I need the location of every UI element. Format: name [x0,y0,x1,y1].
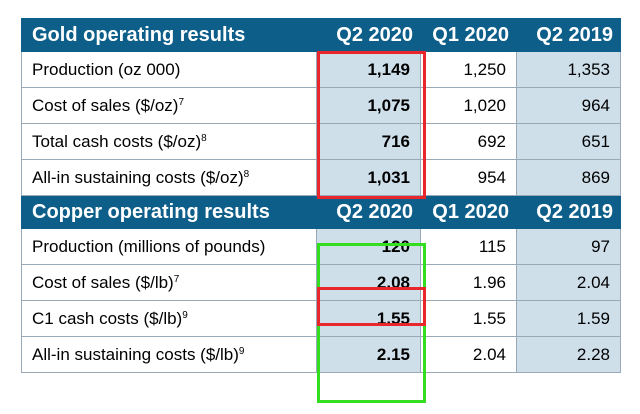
cell-q2-2019: 651 [516,123,621,160]
cell-q2-2019: 1.59 [516,300,621,337]
cell-q1-2020: 1,020 [420,87,517,124]
cell-q2-2019: 2.28 [516,336,621,373]
cell-q2-2020: 1,149 [316,51,421,88]
cell-q2-2020: 716 [316,123,421,160]
gold-col-q2-2020: Q2 2020 [316,18,421,52]
cell-q2-2019: 2.04 [516,264,621,301]
copper-col-q2-2020: Q2 2020 [316,195,421,229]
table-row: Production (oz 000) 1,149 1,250 1,353 [21,51,621,88]
cell-q2-2019: 97 [516,228,621,265]
cell-q2-2019: 1,353 [516,51,621,88]
table-row: Total cash costs ($/oz)8 716 692 651 [21,123,621,160]
gold-header-row: Gold operating results Q2 2020 Q1 2020 Q… [21,18,621,52]
cell-q2-2019: 964 [516,87,621,124]
cell-q2-2020: 1,031 [316,159,421,196]
row-label: All-in sustaining costs ($/lb)9 [21,336,317,373]
cell-q1-2020: 2.04 [420,336,517,373]
table-row: Cost of sales ($/lb)7 2.08 1.96 2.04 [21,264,621,301]
copper-col-q1-2020: Q1 2020 [420,195,517,229]
row-label: Cost of sales ($/oz)7 [21,87,317,124]
table-row: All-in sustaining costs ($/lb)9 2.15 2.0… [21,336,621,373]
cell-q1-2020: 1,250 [420,51,517,88]
table-row: C1 cash costs ($/lb)9 1.55 1.55 1.59 [21,300,621,337]
cell-q1-2020: 692 [420,123,517,160]
table-row: Production (millions of pounds) 120 115 … [21,228,621,265]
cell-q2-2020: 1.55 [316,300,421,337]
cell-q2-2020: 2.08 [316,264,421,301]
table-row: Cost of sales ($/oz)7 1,075 1,020 964 [21,87,621,124]
copper-section-title: Copper operating results [21,195,317,229]
cell-q1-2020: 1.55 [420,300,517,337]
cell-q2-2019: 869 [516,159,621,196]
copper-col-q2-2019: Q2 2019 [516,195,621,229]
cell-q2-2020: 2.15 [316,336,421,373]
copper-header-row: Copper operating results Q2 2020 Q1 2020… [21,195,621,229]
cell-q2-2020: 1,075 [316,87,421,124]
row-label: Production (millions of pounds) [21,228,317,265]
row-label: C1 cash costs ($/lb)9 [21,300,317,337]
cell-q1-2020: 1.96 [420,264,517,301]
row-label: Production (oz 000) [21,51,317,88]
row-label: All-in sustaining costs ($/oz)8 [21,159,317,196]
cell-q1-2020: 954 [420,159,517,196]
gold-section-title: Gold operating results [21,18,317,52]
operating-results-table: Gold operating results Q2 2020 Q1 2020 Q… [21,18,621,373]
row-label: Cost of sales ($/lb)7 [21,264,317,301]
gold-col-q2-2019: Q2 2019 [516,18,621,52]
gold-col-q1-2020: Q1 2020 [420,18,517,52]
cell-q2-2020: 120 [316,228,421,265]
table-row: All-in sustaining costs ($/oz)8 1,031 95… [21,159,621,196]
cell-q1-2020: 115 [420,228,517,265]
row-label: Total cash costs ($/oz)8 [21,123,317,160]
